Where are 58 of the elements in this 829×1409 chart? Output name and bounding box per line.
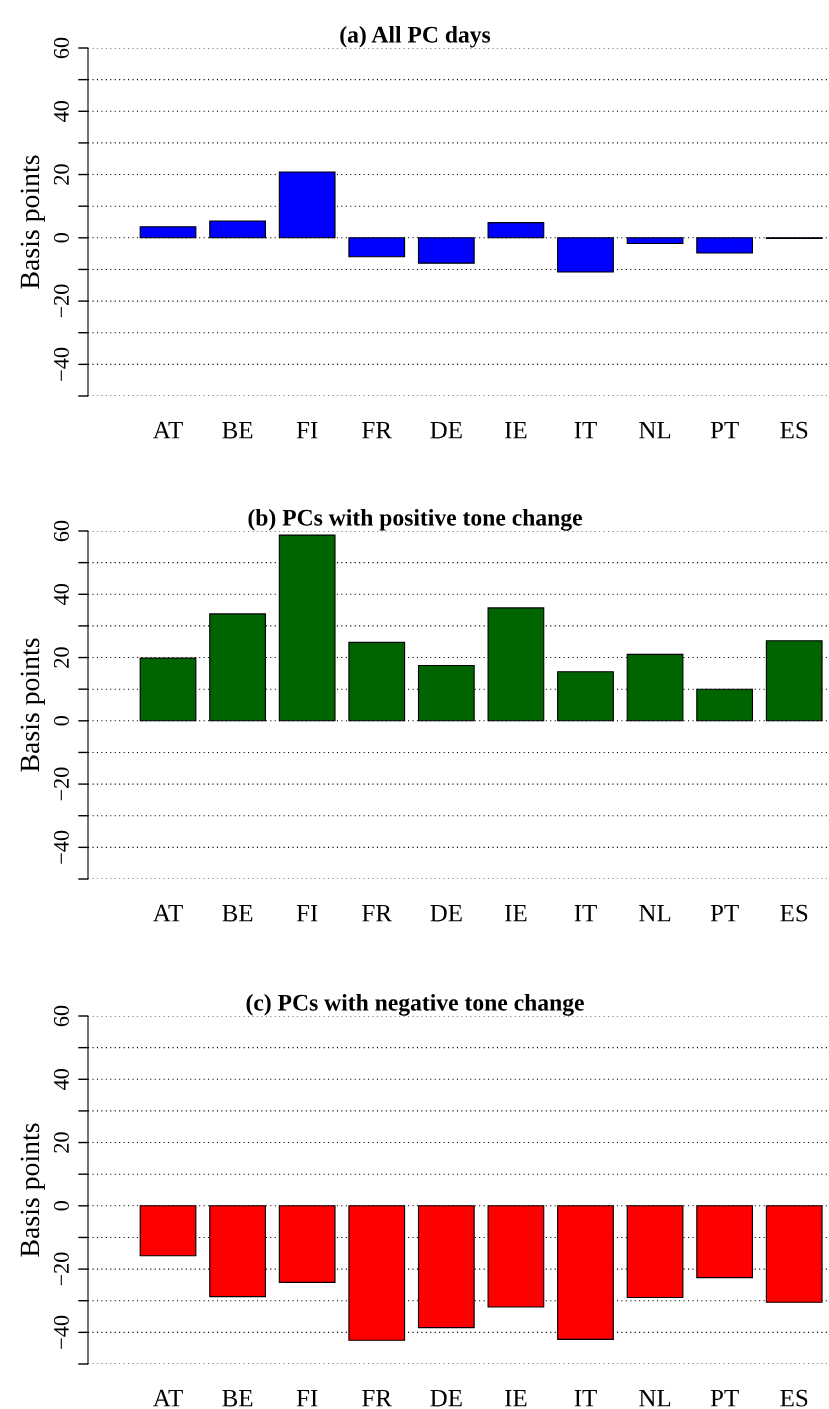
bar [626, 653, 684, 722]
x-tick-label: IE [505, 1389, 527, 1407]
y-tick-label: 20 [53, 164, 69, 185]
y-tick-label: −20 [53, 284, 69, 318]
x-tick-label: IE [505, 421, 527, 439]
x-tick-label: IE [505, 904, 527, 922]
x-tick-label: DE [430, 904, 462, 922]
x-tick-label: BE [222, 421, 253, 439]
x-tick-label: NL [639, 904, 671, 922]
x-tick-label: PT [710, 1389, 739, 1407]
y-tick-label: 40 [53, 1069, 69, 1090]
x-tick-label: FR [362, 904, 392, 922]
y-tick-label: 40 [53, 584, 69, 605]
x-tick-label: BE [222, 904, 253, 922]
y-axis-title: Basis points [20, 155, 45, 289]
chart-title: (b) PCs with positive tone change [248, 509, 582, 531]
x-tick-label: AT [152, 904, 183, 922]
x-tick-label: IT [574, 421, 597, 439]
x-tick-label: ES [780, 904, 808, 922]
y-tick-label: 0 [53, 233, 69, 243]
y-tick-label: 60 [53, 1005, 69, 1027]
x-tick-label: IT [574, 1389, 597, 1407]
x-tick-label: FI [296, 421, 318, 439]
x-tick-label: PT [710, 421, 739, 439]
y-axis-title: Basis points [20, 638, 45, 772]
x-tick-label: DE [430, 421, 462, 439]
x-tick-label: ES [780, 421, 808, 439]
x-tick-label: AT [152, 1389, 183, 1407]
x-tick-label: FI [296, 1389, 318, 1407]
x-tick-label: ES [780, 1389, 808, 1407]
chart-title: (c) PCs with negative tone change [246, 994, 584, 1016]
y-tick-label: 20 [53, 1132, 69, 1153]
bar [696, 237, 754, 254]
y-tick-label: −40 [53, 830, 69, 864]
x-tick-label: PT [710, 904, 739, 922]
x-tick-label: AT [152, 421, 183, 439]
y-tick-label: −20 [53, 1252, 69, 1286]
y-tick-label: 60 [53, 520, 69, 542]
y-axis-title: Basis points [20, 1123, 45, 1257]
y-tick-label: 20 [53, 647, 69, 668]
bar [696, 688, 754, 722]
x-tick-label: NL [639, 421, 671, 439]
y-tick-label: 60 [53, 37, 69, 59]
y-tick-label: −20 [53, 767, 69, 801]
y-tick-label: −40 [53, 347, 69, 381]
x-tick-label: FI [296, 904, 318, 922]
bar [626, 237, 684, 245]
x-tick-label: DE [430, 1389, 462, 1407]
y-tick-label: −40 [53, 1315, 69, 1349]
chart-title: (a) All PC days [340, 26, 491, 48]
x-tick-label: FR [362, 421, 392, 439]
x-tick-label: FR [362, 1389, 392, 1407]
y-tick-label: 0 [53, 1201, 69, 1211]
x-tick-label: IT [574, 904, 597, 922]
y-tick-label: 0 [53, 716, 69, 726]
x-tick-label: BE [222, 1389, 253, 1407]
x-tick-label: NL [639, 1389, 671, 1407]
y-tick-label: 40 [53, 101, 69, 122]
